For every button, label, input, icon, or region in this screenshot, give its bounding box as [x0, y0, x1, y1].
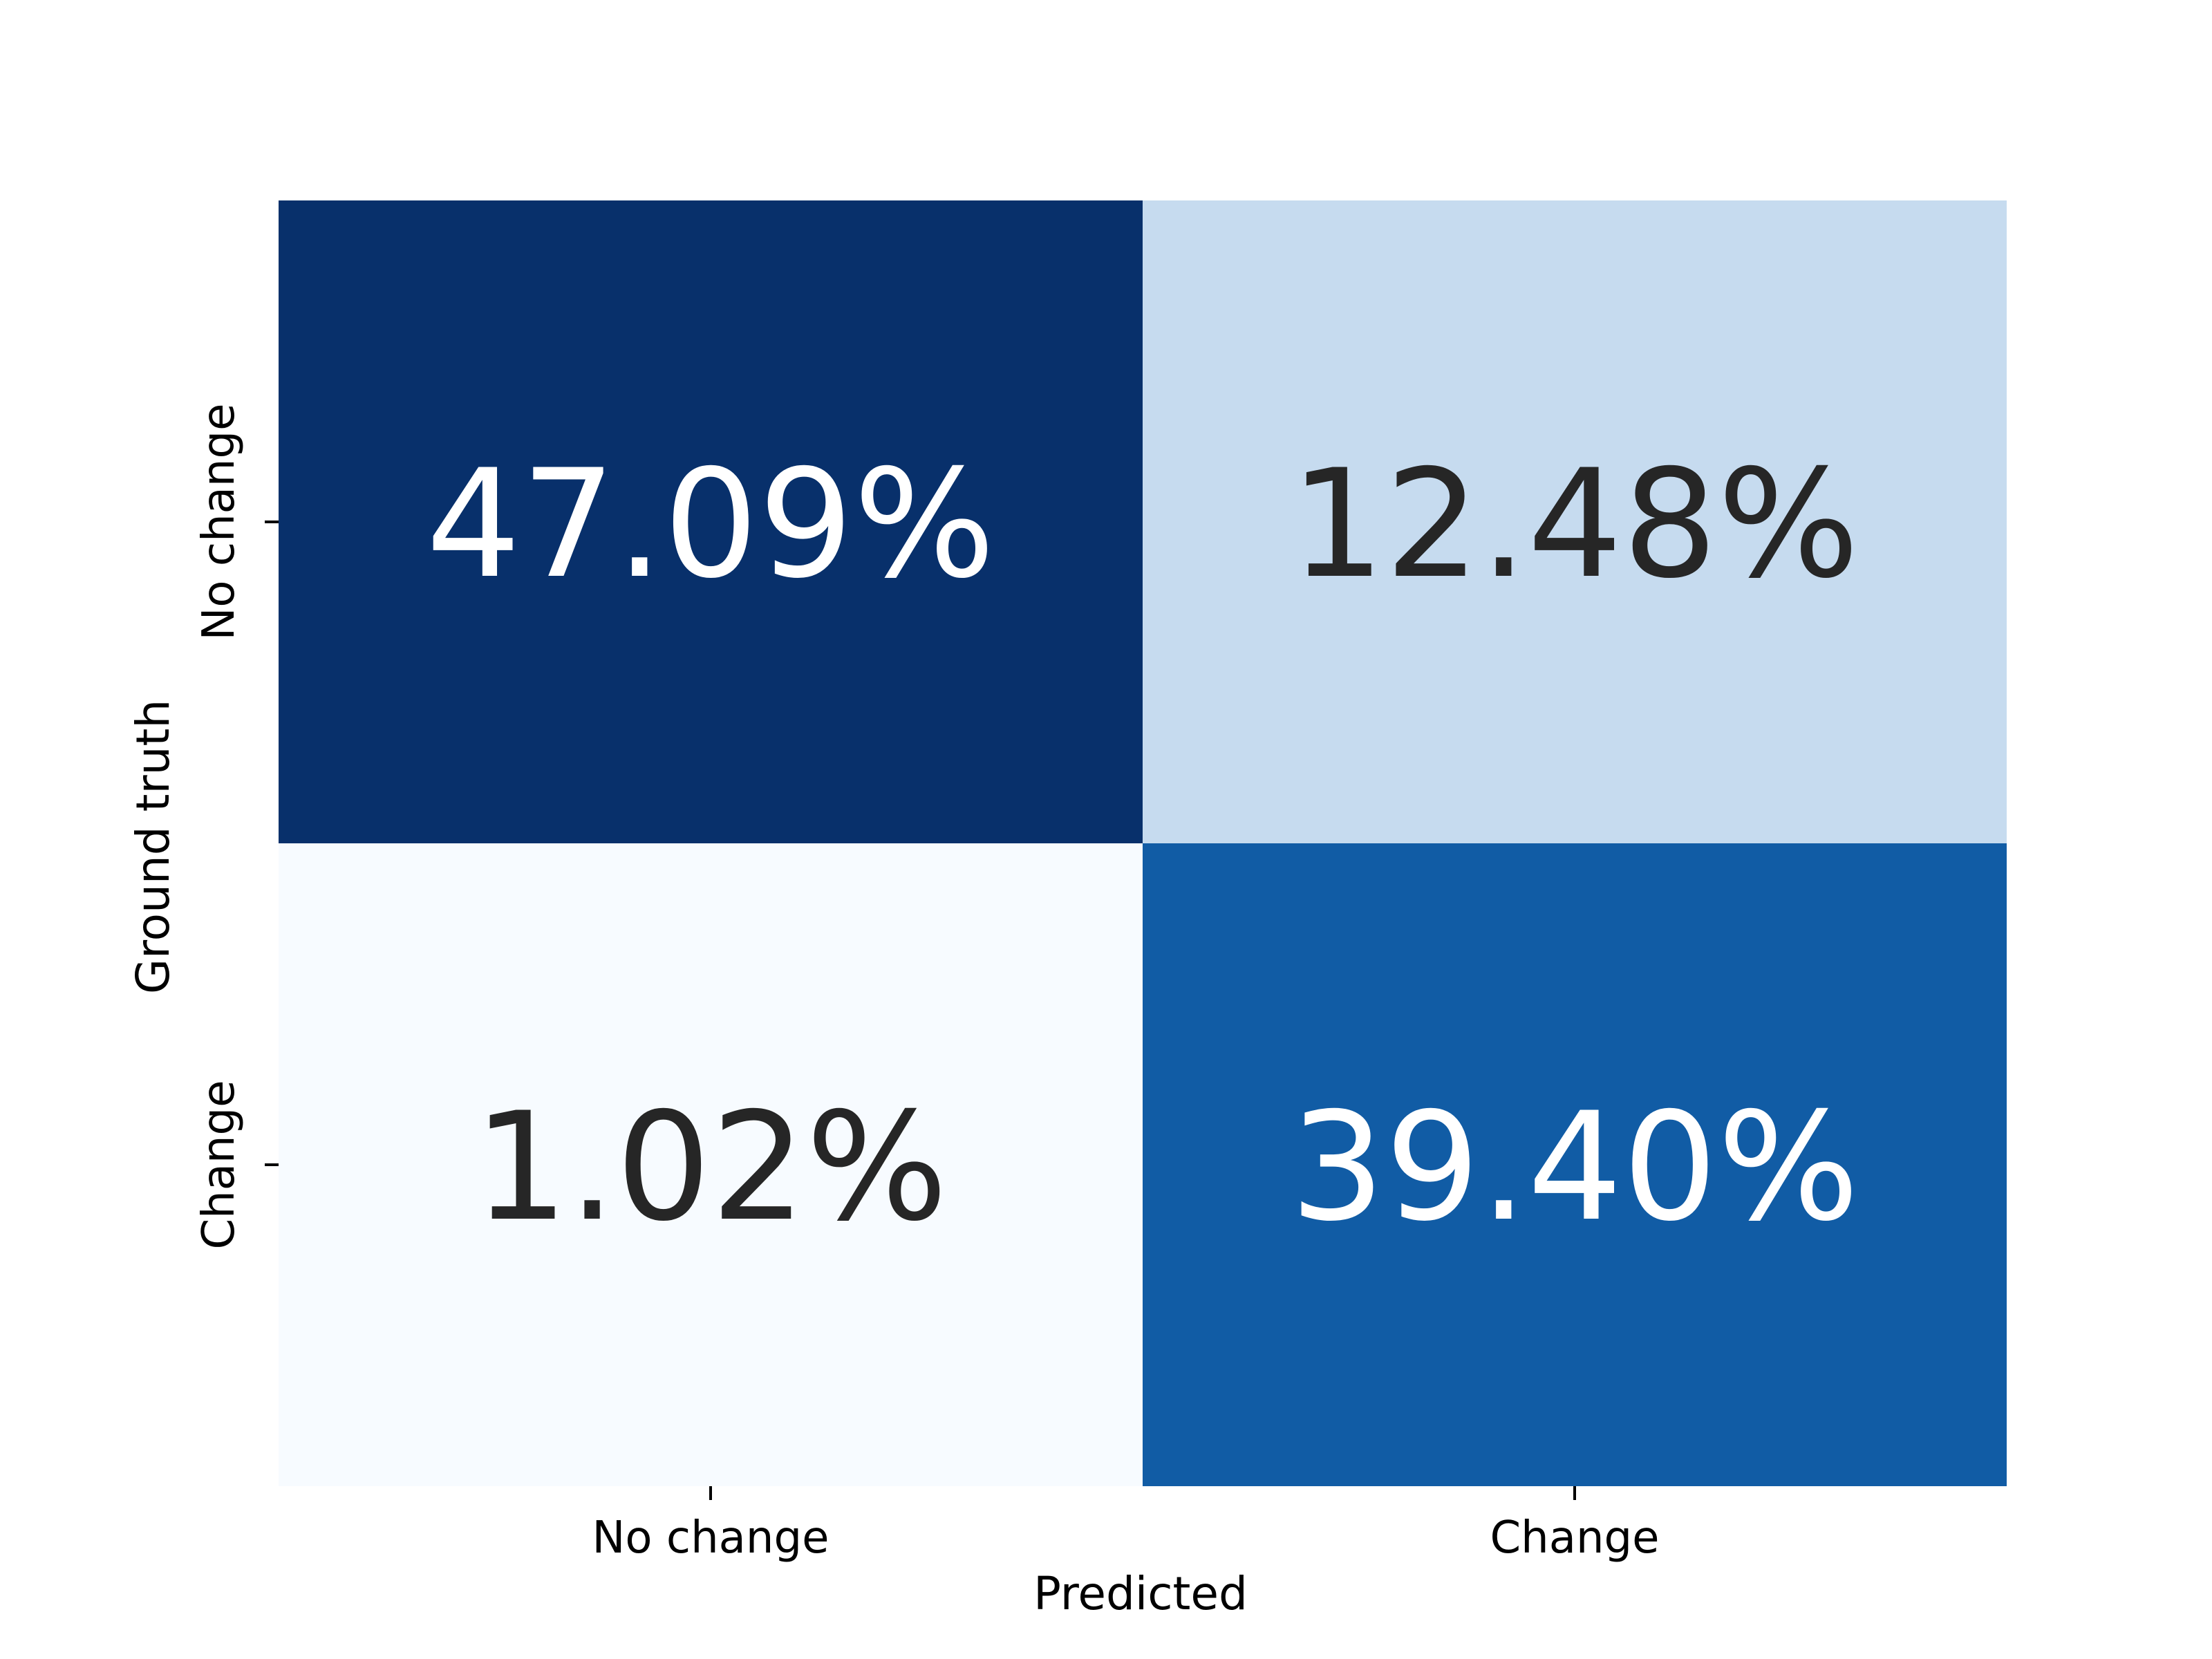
cell-value-label: 39.40% [1290, 1080, 1859, 1254]
x-tick-label: Change [1490, 1512, 1659, 1564]
cell-value-label: 12.48% [1290, 438, 1859, 611]
heatmap-cells [279, 200, 2007, 1486]
x-axis: No change Change [592, 1486, 1660, 1564]
y-tick-label: Change [194, 1080, 245, 1249]
x-tick-label: No change [592, 1512, 830, 1564]
y-axis: No change Change [194, 404, 279, 1250]
heatmap-cell-change-change [1143, 843, 2007, 1486]
x-axis-label: Predicted [1033, 1567, 1248, 1620]
y-axis-label: Ground truth [126, 700, 180, 994]
cell-value-label: 1.02% [474, 1080, 948, 1254]
cell-value-label: 47.09% [426, 438, 995, 611]
heatmap-cell-no-change-change [1143, 200, 2007, 843]
heatmap-cell-no-change-no-change [279, 200, 1143, 843]
heatmap-cell-labels: 47.09% 12.48% 1.02% 39.40% [426, 438, 1859, 1254]
heatmap-cell-change-no-change [279, 843, 1143, 1486]
y-tick-label: No change [194, 404, 245, 641]
